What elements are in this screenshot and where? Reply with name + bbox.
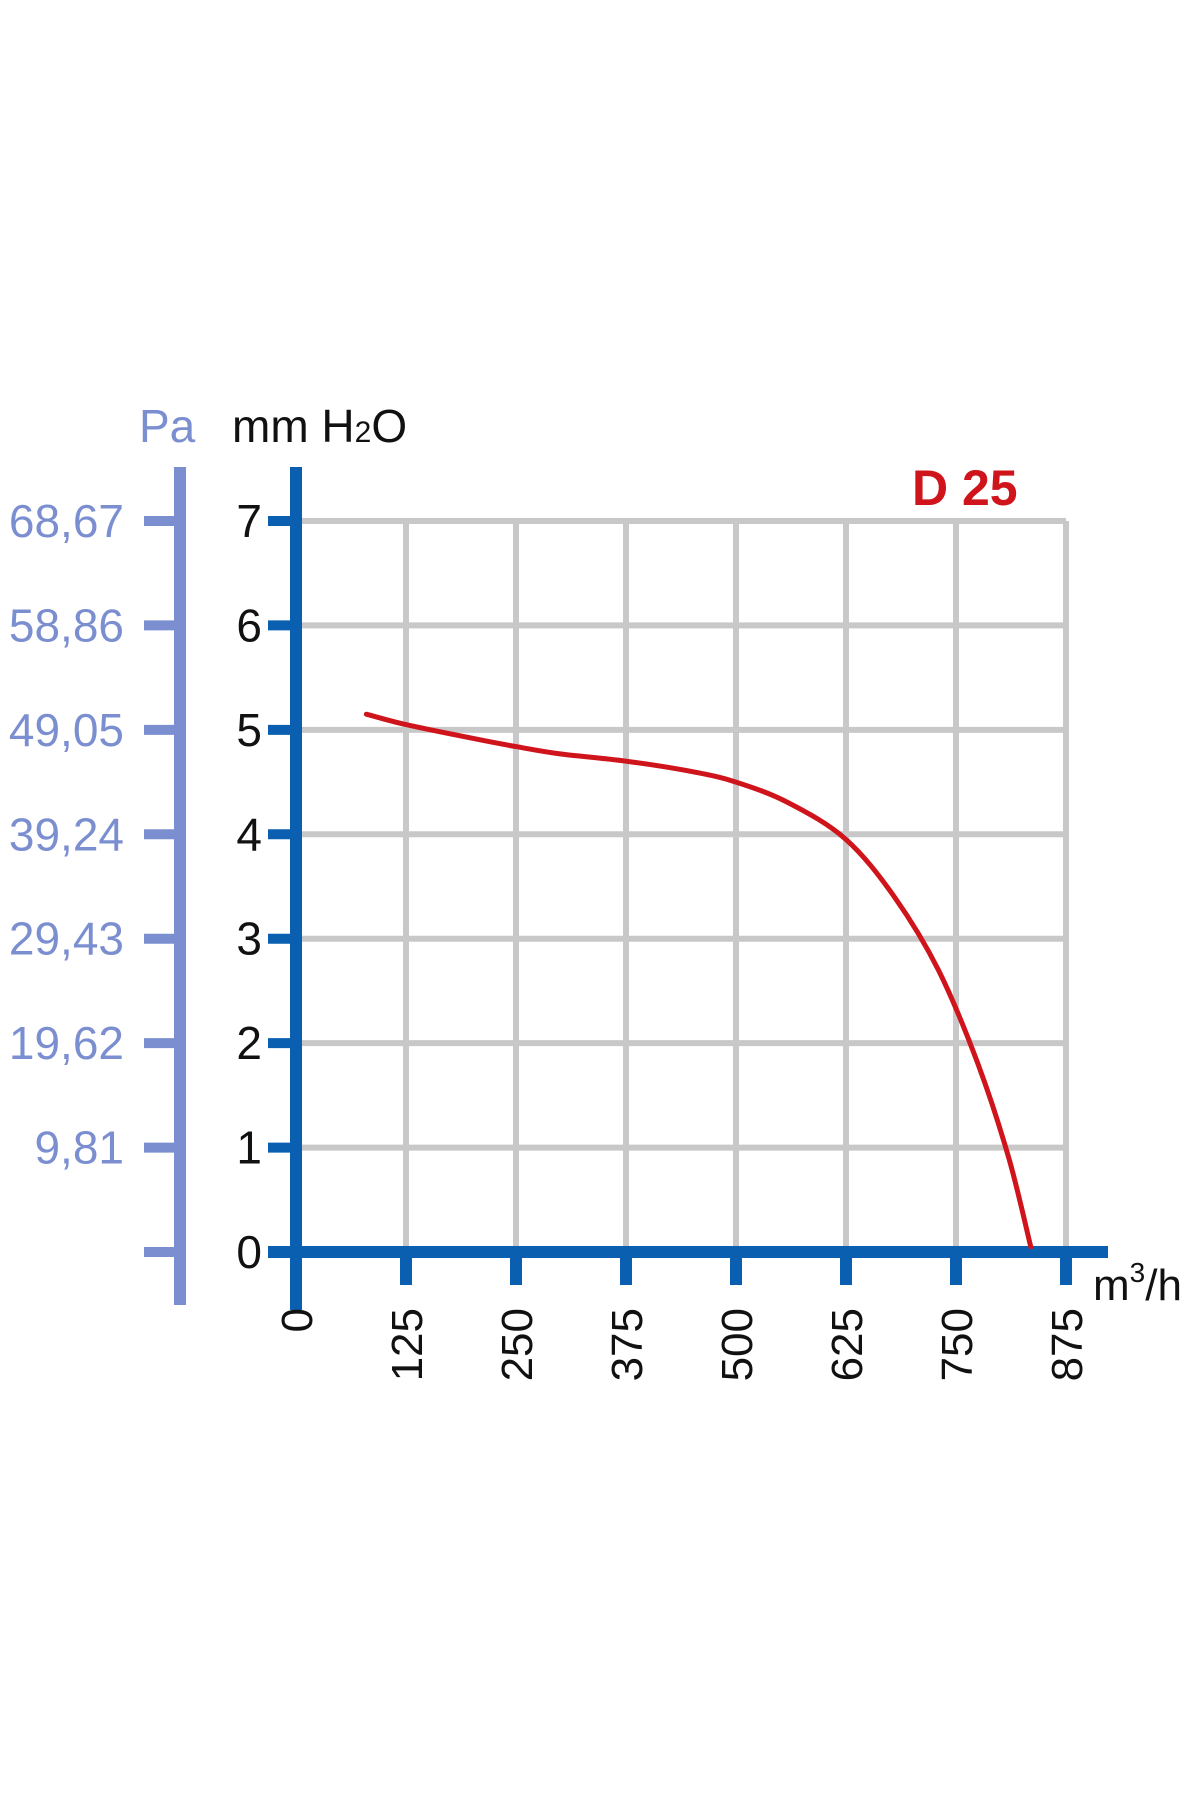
- y-tick-label: 4: [236, 808, 262, 860]
- pa-tick-label: 29,43: [9, 913, 124, 965]
- pa-axis-label: Pa: [139, 400, 196, 452]
- y-tick-label: 0: [236, 1226, 262, 1278]
- x-tick-labels: 0 125 250 375 500 625 750 875: [273, 1308, 1092, 1381]
- x-axis-label-superscript: 3: [1130, 1257, 1146, 1288]
- series-group: [363, 711, 1034, 1250]
- pa-tick-labels: 68,67 58,86 49,05 39,24 29,43 19,62 9,81: [9, 495, 124, 1174]
- x-tick-label: 375: [603, 1308, 652, 1381]
- y-tick-label: 6: [236, 599, 262, 651]
- y-axis-label: mm H2O: [232, 400, 407, 452]
- main-axes: 0 1 2 3 4 5 6 7 0 125 250 375 500 625 750 875: [236, 467, 1108, 1381]
- y-tick-label: 2: [236, 1017, 262, 1069]
- y-axis-label-end: O: [371, 400, 407, 452]
- y-tick-label: 5: [236, 704, 262, 756]
- x-axis-label: m3/h: [1093, 1257, 1182, 1310]
- y-tick-label: 7: [236, 495, 262, 547]
- x-ticks: [290, 1252, 1072, 1285]
- x-tick-label: 500: [713, 1308, 762, 1381]
- x-axis-label-main: m: [1093, 1261, 1130, 1310]
- x-tick-label: 625: [823, 1308, 872, 1381]
- y-tick-label: 1: [236, 1122, 262, 1174]
- grid: [296, 518, 1069, 1252]
- y-ticks: [268, 516, 296, 1257]
- pa-tick-label: 9,81: [34, 1122, 124, 1174]
- series-line: [363, 711, 1034, 1250]
- pa-tick-label: 19,62: [9, 1017, 124, 1069]
- x-tick-label: 250: [493, 1308, 542, 1381]
- pa-tick-label: 68,67: [9, 495, 124, 547]
- pa-axis: 68,67 58,86 49,05 39,24 29,43 19,62 9,81 Pa: [9, 400, 196, 1305]
- x-tick-label: 875: [1043, 1308, 1092, 1381]
- x-tick-label: 125: [383, 1308, 432, 1381]
- x-tick-label: 0: [273, 1308, 322, 1332]
- x-tick-label: 750: [933, 1308, 982, 1381]
- y-tick-label: 3: [236, 913, 262, 965]
- pa-ticks: [144, 516, 180, 1257]
- y-tick-labels: 0 1 2 3 4 5 6 7: [236, 495, 262, 1278]
- y-axis-label-subscript: 2: [355, 416, 372, 449]
- pa-tick-label: 58,86: [9, 599, 124, 651]
- pa-tick-label: 39,24: [9, 808, 124, 860]
- x-axis-label-end: /h: [1145, 1261, 1182, 1310]
- series-label: D 25: [912, 460, 1018, 516]
- pa-tick-label: 49,05: [9, 704, 124, 756]
- y-axis-label-main: mm H: [232, 400, 355, 452]
